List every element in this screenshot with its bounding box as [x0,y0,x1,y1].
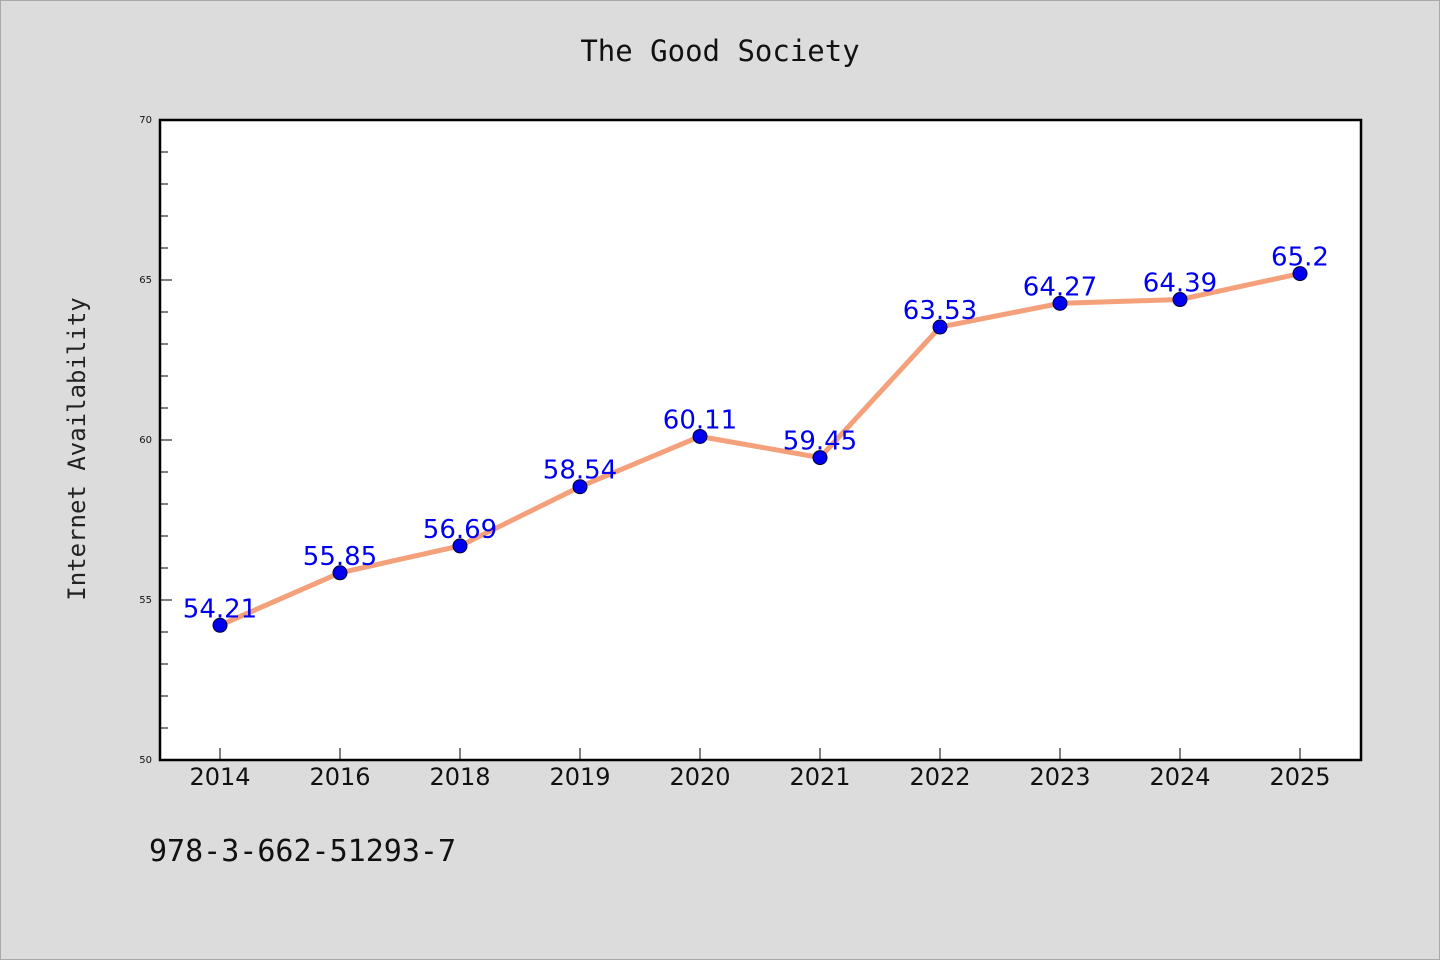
x-tick-label: 2019 [549,763,610,791]
series-layer: 54.21 55.85 56.69 58.54 60.11 59.45 63.53 64.27… [183,243,1329,633]
data-point [812,450,828,466]
data-label: 56.69 [423,515,497,545]
x-tick-label: 2021 [789,763,850,791]
y-tick-label: 50 [139,755,152,766]
x-tick-label: 2024 [1149,763,1210,791]
data-point [932,319,948,335]
x-tick-label: 2016 [309,763,370,791]
x-tick-label: 2018 [429,763,490,791]
plot-area [160,120,1361,760]
data-label: 65.2 [1271,243,1329,273]
x-tick-label: 2025 [1269,763,1330,791]
data-label: 63.53 [903,296,977,326]
y-tick-label: 70 [139,115,152,126]
series-line [217,271,1303,628]
data-point [332,565,348,581]
data-label: 60.11 [663,405,737,435]
data-point [452,538,468,554]
x-tick-label: 2014 [189,763,250,791]
data-point [212,617,228,633]
data-label: 59.45 [783,427,857,457]
y-tick-label: 60 [139,435,152,446]
y-tick-label: 65 [139,275,152,286]
data-point [572,479,588,495]
data-point [1292,266,1308,282]
x-tick-label: 2020 [669,763,730,791]
data-label: 55.85 [303,542,377,572]
x-tick-label: 2023 [1029,763,1090,791]
data-label: 54.21 [183,594,257,624]
data-label: 64.27 [1023,272,1097,302]
data-point [1052,295,1068,311]
x-tick-label: 2022 [909,763,970,791]
data-point [692,428,708,444]
plot-border [158,118,1363,762]
data-label: 64.39 [1143,269,1217,299]
y-axis-ticks: 50 55 60 65 70 [139,115,172,766]
isbn-footer: 978-3-662-51293-7 [149,834,457,869]
data-point [1172,292,1188,308]
data-label: 58.54 [543,456,617,486]
y-tick-label: 55 [139,595,152,606]
x-axis-ticks: 2014 2016 2018 2019 2020 2021 2022 2023 2024 2025 [189,748,1331,791]
chart-title: The Good Society [580,34,860,68]
